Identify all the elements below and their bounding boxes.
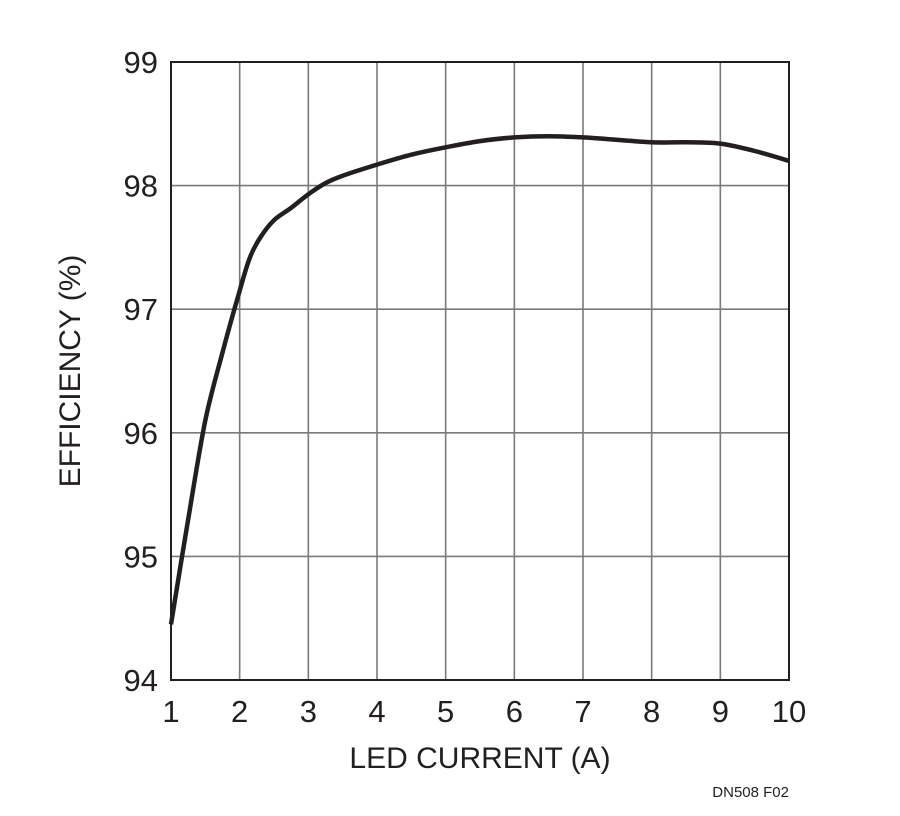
y-tick-label-1: 95 bbox=[124, 539, 158, 574]
y-tick-label-2: 96 bbox=[124, 416, 158, 451]
x-tick-label-2: 3 bbox=[300, 694, 317, 729]
efficiency-series-line-0 bbox=[168, 133, 790, 625]
x-axis-title: LED CURRENT (A) bbox=[349, 742, 610, 775]
grid bbox=[171, 62, 789, 680]
x-tick-label-7: 8 bbox=[643, 694, 660, 729]
x-tick-label-6: 7 bbox=[574, 694, 591, 729]
y-axis-title: EFFICIENCY (%) bbox=[54, 255, 87, 488]
x-tick-label-8: 9 bbox=[712, 694, 729, 729]
x-tick-label-9: 10 bbox=[772, 694, 806, 729]
plot-frame bbox=[170, 61, 790, 681]
series-layer bbox=[168, 133, 790, 625]
y-axis-ticks: 94 95 96 97 98 99 bbox=[124, 45, 158, 698]
x-tick-label-3: 4 bbox=[368, 694, 385, 729]
x-tick-label-1: 2 bbox=[231, 694, 248, 729]
figure-id: DN508 F02 bbox=[712, 784, 789, 801]
y-tick-label-3: 97 bbox=[124, 292, 158, 327]
x-tick-label-4: 5 bbox=[437, 694, 454, 729]
x-axis-ticks: 1 2 3 4 5 6 7 8 9 10 bbox=[162, 694, 806, 729]
x-tick-label-5: 6 bbox=[506, 694, 523, 729]
y-tick-label-0: 94 bbox=[124, 663, 158, 698]
x-tick-label-0: 1 bbox=[162, 694, 179, 729]
y-tick-label-5: 99 bbox=[124, 45, 158, 80]
y-tick-label-4: 98 bbox=[124, 169, 158, 204]
